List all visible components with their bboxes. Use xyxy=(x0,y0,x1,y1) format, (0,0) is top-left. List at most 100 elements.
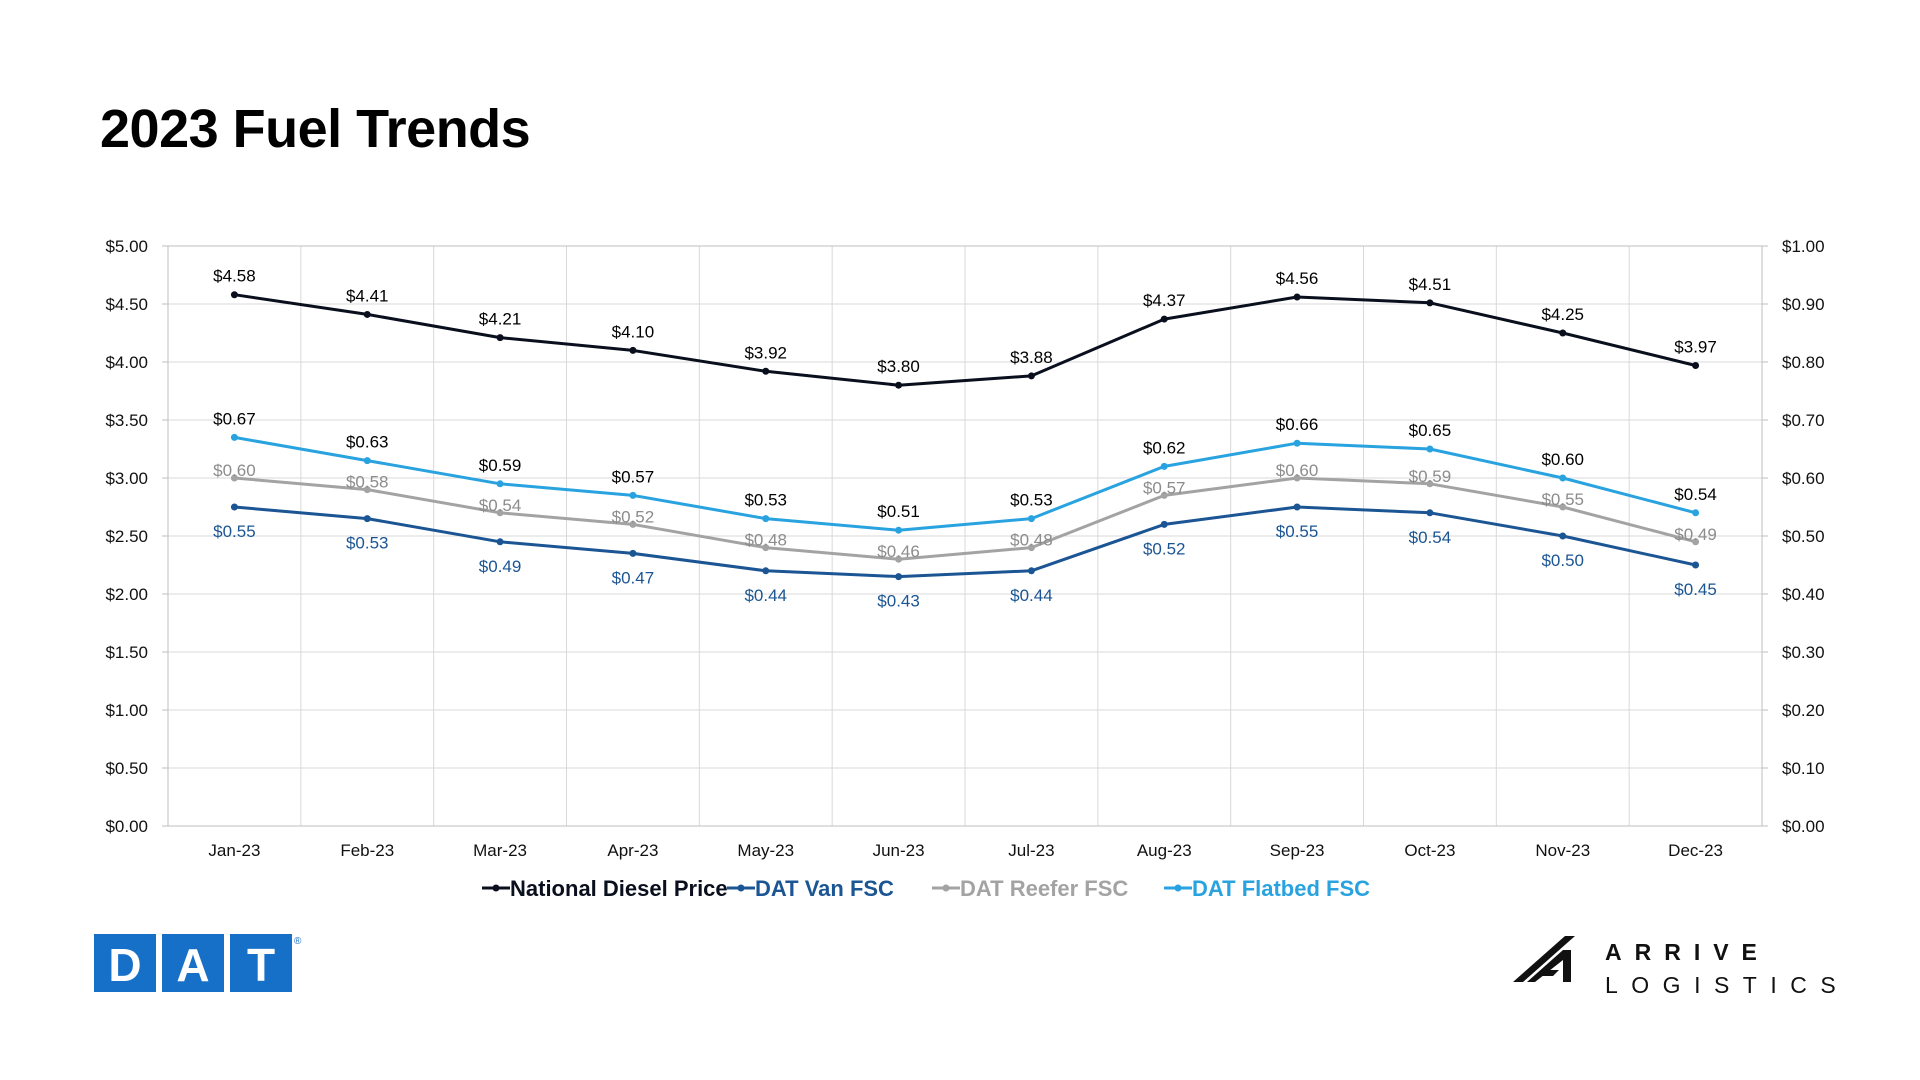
arrive-mark-stroke-2 xyxy=(1527,950,1571,982)
data-point xyxy=(1426,445,1434,453)
data-point xyxy=(496,480,504,488)
legend-marker-point xyxy=(737,884,745,892)
data-point xyxy=(1559,474,1567,482)
data-label: $0.54 xyxy=(479,496,522,515)
left-axis-tick-label: $5.00 xyxy=(105,237,148,256)
dat-logo-letter-a: A xyxy=(176,939,209,991)
arrive-logistics-logo: ARRIVE LOGISTICS xyxy=(1513,936,1849,998)
data-label: $0.58 xyxy=(346,473,389,492)
data-label: $0.45 xyxy=(1674,580,1717,599)
arrive-logo-line2: LOGISTICS xyxy=(1605,972,1849,998)
x-axis-tick-label: Apr-23 xyxy=(607,841,658,860)
series-line xyxy=(234,435,1696,532)
data-label: $0.60 xyxy=(1276,461,1319,480)
data-point xyxy=(1692,361,1700,369)
x-axis-tick-label: Mar-23 xyxy=(473,841,527,860)
data-point xyxy=(895,381,903,389)
data-label: $4.56 xyxy=(1276,269,1319,288)
left-axis-tick-label: $2.00 xyxy=(105,585,148,604)
left-axis-tick-label: $0.00 xyxy=(105,817,148,836)
data-label: $0.59 xyxy=(479,456,522,475)
data-point xyxy=(363,457,371,465)
x-axis-tick-label: Dec-23 xyxy=(1668,841,1723,860)
data-point xyxy=(629,520,637,528)
left-axis-tick-label: $4.00 xyxy=(105,353,148,372)
data-label: $4.10 xyxy=(612,322,655,341)
data-point xyxy=(629,346,637,354)
series-line xyxy=(234,293,1696,387)
dat-logo-registered-mark: ® xyxy=(294,936,302,947)
data-label: $0.46 xyxy=(877,542,920,561)
data-label: $0.65 xyxy=(1409,421,1452,440)
data-label: $0.47 xyxy=(612,568,655,587)
data-point xyxy=(230,291,238,299)
data-point xyxy=(762,567,770,575)
right-axis-tick-label: $0.80 xyxy=(1782,353,1825,372)
data-label: $3.97 xyxy=(1674,337,1717,356)
data-point xyxy=(363,515,371,523)
left-axis-tick-label: $4.50 xyxy=(105,295,148,314)
data-label: $4.51 xyxy=(1409,275,1452,294)
data-label: $0.55 xyxy=(213,522,256,541)
data-label: $0.53 xyxy=(1010,491,1053,510)
data-point xyxy=(496,538,504,546)
data-label: $0.57 xyxy=(612,467,655,486)
data-label: $0.67 xyxy=(213,409,256,428)
data-label: $0.49 xyxy=(479,557,522,576)
data-label: $0.55 xyxy=(1276,522,1319,541)
legend-marker-point xyxy=(1174,884,1182,892)
data-label: $0.54 xyxy=(1409,528,1452,547)
data-point xyxy=(1692,538,1700,546)
dat-logo: D A T ® xyxy=(94,934,302,992)
data-point xyxy=(230,474,238,482)
arrive-mark-bar xyxy=(1539,970,1559,976)
data-point xyxy=(1027,372,1035,380)
right-axis-tick-label: $0.90 xyxy=(1782,295,1825,314)
data-point xyxy=(496,509,504,517)
data-point xyxy=(1160,315,1168,323)
data-point xyxy=(1160,491,1168,499)
data-point xyxy=(895,526,903,534)
data-point xyxy=(1426,299,1434,307)
data-label: $4.25 xyxy=(1541,305,1584,324)
data-point xyxy=(1027,544,1035,552)
data-point xyxy=(1559,532,1567,540)
legend-item-label: National Diesel Price xyxy=(510,876,728,901)
x-axis-tick-label: Jul-23 xyxy=(1008,841,1054,860)
data-point xyxy=(895,573,903,581)
x-axis-tick-label: Nov-23 xyxy=(1535,841,1590,860)
data-point xyxy=(762,544,770,552)
x-axis-tick-label: May-23 xyxy=(737,841,794,860)
data-label: $0.51 xyxy=(877,502,920,521)
data-point xyxy=(1160,520,1168,528)
right-axis-tick-label: $0.60 xyxy=(1782,469,1825,488)
x-axis-tick-label: Jan-23 xyxy=(208,841,260,860)
data-label: $0.49 xyxy=(1674,525,1717,544)
legend-marker-point xyxy=(492,884,500,892)
x-axis-tick-label: Jun-23 xyxy=(873,841,925,860)
right-axis-tick-label: $1.00 xyxy=(1782,237,1825,256)
left-axis-tick-label: $3.00 xyxy=(105,469,148,488)
series-line xyxy=(234,505,1696,579)
x-axis-tick-label: Sep-23 xyxy=(1270,841,1325,860)
data-label: $0.43 xyxy=(877,592,920,611)
right-axis-tick-label: $0.10 xyxy=(1782,759,1825,778)
data-label: $0.52 xyxy=(612,507,655,526)
dat-logo-box-d xyxy=(94,934,156,992)
data-point xyxy=(1692,509,1700,517)
data-label: $0.57 xyxy=(1143,478,1186,497)
data-label: $3.92 xyxy=(744,343,787,362)
data-point xyxy=(1559,503,1567,511)
data-label: $0.60 xyxy=(1541,450,1584,469)
dat-logo-letter-t: T xyxy=(247,939,275,991)
data-point xyxy=(1027,515,1035,523)
data-point xyxy=(629,549,637,557)
data-point xyxy=(1692,561,1700,569)
data-label: $0.48 xyxy=(744,531,787,550)
right-axis-tick-label: $0.20 xyxy=(1782,701,1825,720)
arrive-logo-mark xyxy=(1513,936,1575,982)
data-label: $0.52 xyxy=(1143,539,1186,558)
left-axis-tick-label: $2.50 xyxy=(105,527,148,546)
data-label: $4.21 xyxy=(479,310,522,329)
